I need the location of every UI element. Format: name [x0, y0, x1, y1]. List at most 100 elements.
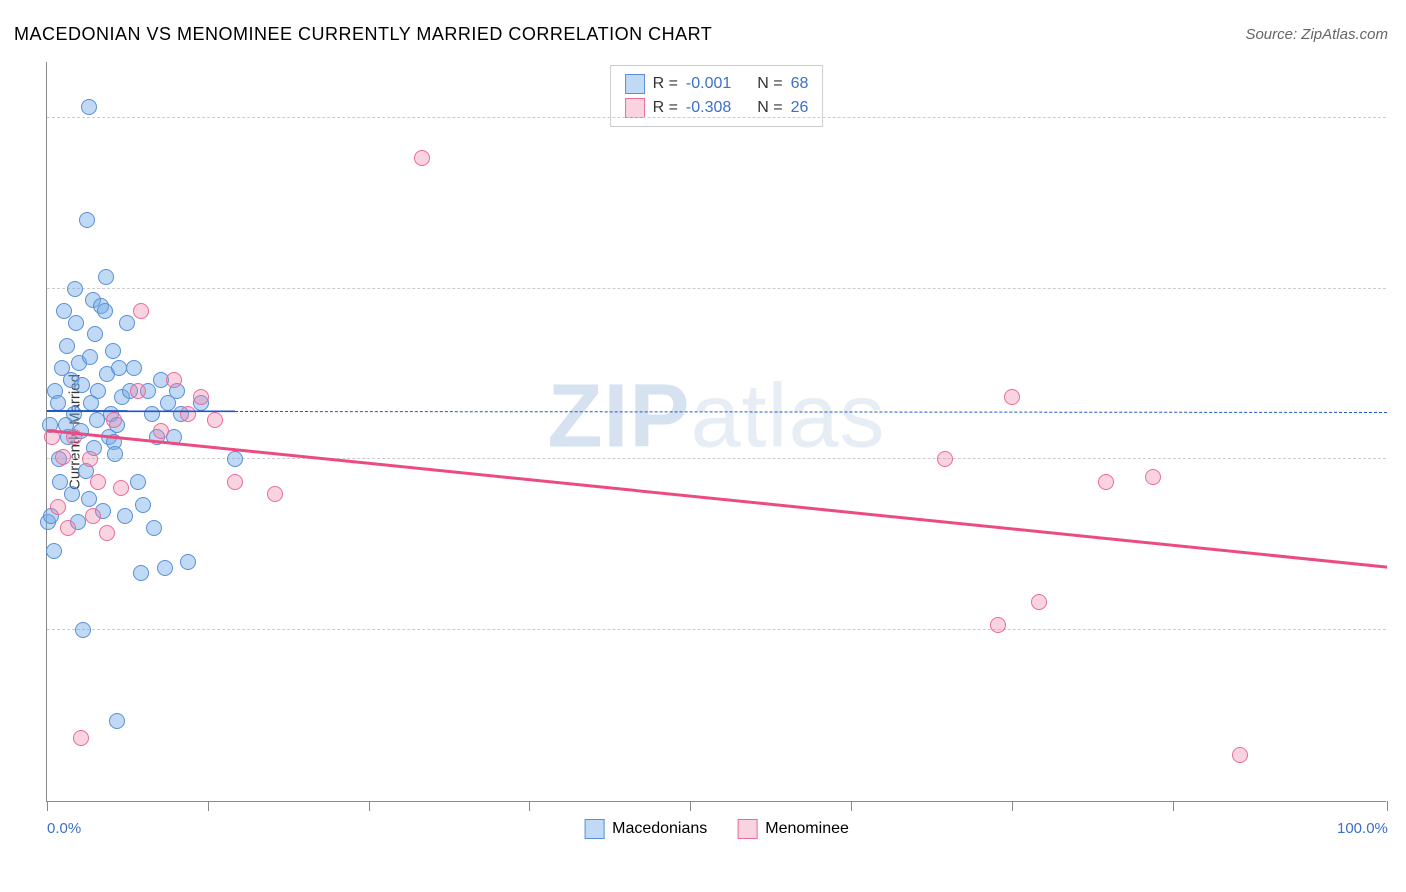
- legend-item-macedonians: Macedonians: [584, 819, 707, 839]
- scatter-point-macedonians: [227, 451, 243, 467]
- scatter-point-macedonians: [89, 412, 105, 428]
- scatter-point-menominee: [193, 389, 209, 405]
- scatter-point-macedonians: [81, 99, 97, 115]
- scatter-point-macedonians: [59, 338, 75, 354]
- scatter-point-menominee: [937, 451, 953, 467]
- scatter-point-menominee: [1232, 747, 1248, 763]
- scatter-point-menominee: [1098, 474, 1114, 490]
- scatter-point-menominee: [90, 474, 106, 490]
- scatter-point-macedonians: [98, 269, 114, 285]
- legend-swatch-pink: [625, 98, 645, 118]
- scatter-point-macedonians: [90, 383, 106, 399]
- chart-title: MACEDONIAN VS MENOMINEE CURRENTLY MARRIE…: [14, 24, 712, 45]
- scatter-point-menominee: [414, 150, 430, 166]
- watermark: ZIPatlas: [547, 365, 885, 468]
- scatter-point-macedonians: [97, 303, 113, 319]
- r-value: -0.308: [686, 99, 731, 117]
- legend-swatch-blue: [625, 74, 645, 94]
- legend-swatch-pink: [737, 819, 757, 839]
- scatter-point-menominee: [130, 383, 146, 399]
- n-label: N =: [757, 75, 782, 93]
- scatter-point-menominee: [1145, 469, 1161, 485]
- scatter-point-macedonians: [109, 713, 125, 729]
- scatter-point-macedonians: [50, 395, 66, 411]
- scatter-point-macedonians: [133, 565, 149, 581]
- scatter-point-macedonians: [64, 486, 80, 502]
- legend-item-menominee: Menominee: [737, 819, 849, 839]
- r-value: -0.001: [686, 75, 731, 93]
- trend-line-dashed-macedonians: [235, 411, 1387, 413]
- scatter-point-menominee: [113, 480, 129, 496]
- scatter-point-macedonians: [180, 554, 196, 570]
- scatter-point-macedonians: [75, 622, 91, 638]
- scatter-point-macedonians: [111, 360, 127, 376]
- scatter-point-macedonians: [126, 360, 142, 376]
- x-tick: [1387, 801, 1388, 811]
- scatter-point-menominee: [133, 303, 149, 319]
- scatter-point-macedonians: [157, 560, 173, 576]
- watermark-tail: atlas: [690, 366, 885, 466]
- scatter-point-macedonians: [105, 343, 121, 359]
- scatter-point-macedonians: [68, 315, 84, 331]
- scatter-point-macedonians: [81, 491, 97, 507]
- scatter-point-menominee: [82, 451, 98, 467]
- scatter-point-menominee: [166, 372, 182, 388]
- trend-line-macedonians: [47, 410, 235, 412]
- plot-area: ZIPatlas Currently Married R = -0.001 N …: [46, 62, 1386, 802]
- scatter-point-menominee: [85, 508, 101, 524]
- scatter-point-menominee: [207, 412, 223, 428]
- scatter-point-macedonians: [135, 497, 151, 513]
- gridline-horizontal: [47, 288, 1386, 289]
- scatter-point-macedonians: [67, 281, 83, 297]
- scatter-point-macedonians: [87, 326, 103, 342]
- gridline-horizontal: [47, 629, 1386, 630]
- legend-row-macedonians: R = -0.001 N = 68: [625, 72, 809, 96]
- n-label: N =: [757, 99, 782, 117]
- x-tick-label: 0.0%: [47, 820, 81, 837]
- source-attribution: Source: ZipAtlas.com: [1245, 26, 1388, 43]
- series-legend: Macedonians Menominee: [584, 819, 849, 839]
- scatter-point-macedonians: [117, 508, 133, 524]
- legend-swatch-blue: [584, 819, 604, 839]
- legend-label: Menominee: [765, 820, 849, 838]
- scatter-point-menominee: [50, 499, 66, 515]
- scatter-point-macedonians: [130, 474, 146, 490]
- scatter-point-menominee: [99, 525, 115, 541]
- x-tick-label: 100.0%: [1337, 820, 1388, 837]
- n-value: 26: [791, 99, 809, 117]
- scatter-point-macedonians: [79, 212, 95, 228]
- scatter-point-menominee: [106, 412, 122, 428]
- scatter-point-menominee: [153, 423, 169, 439]
- n-value: 68: [791, 75, 809, 93]
- scatter-point-menominee: [227, 474, 243, 490]
- x-tick: [529, 801, 530, 811]
- x-tick: [208, 801, 209, 811]
- x-tick: [1173, 801, 1174, 811]
- scatter-point-macedonians: [107, 446, 123, 462]
- scatter-point-menominee: [1031, 594, 1047, 610]
- scatter-point-menominee: [60, 520, 76, 536]
- gridline-horizontal: [47, 458, 1386, 459]
- scatter-point-menominee: [73, 730, 89, 746]
- scatter-point-macedonians: [82, 349, 98, 365]
- scatter-point-macedonians: [119, 315, 135, 331]
- scatter-point-menominee: [1004, 389, 1020, 405]
- scatter-point-macedonians: [46, 543, 62, 559]
- scatter-point-menominee: [55, 449, 71, 465]
- x-tick: [369, 801, 370, 811]
- trend-line-menominee: [47, 429, 1387, 568]
- legend-label: Macedonians: [612, 820, 707, 838]
- gridline-horizontal: [47, 117, 1386, 118]
- scatter-point-menominee: [990, 617, 1006, 633]
- chart-container: MACEDONIAN VS MENOMINEE CURRENTLY MARRIE…: [0, 0, 1406, 892]
- watermark-main: ZIP: [547, 366, 690, 466]
- x-tick: [47, 801, 48, 811]
- x-tick: [851, 801, 852, 811]
- r-label: R =: [653, 99, 678, 117]
- scatter-point-menominee: [180, 406, 196, 422]
- scatter-point-macedonians: [146, 520, 162, 536]
- r-label: R =: [653, 75, 678, 93]
- x-tick: [690, 801, 691, 811]
- scatter-point-macedonians: [144, 406, 160, 422]
- x-tick: [1012, 801, 1013, 811]
